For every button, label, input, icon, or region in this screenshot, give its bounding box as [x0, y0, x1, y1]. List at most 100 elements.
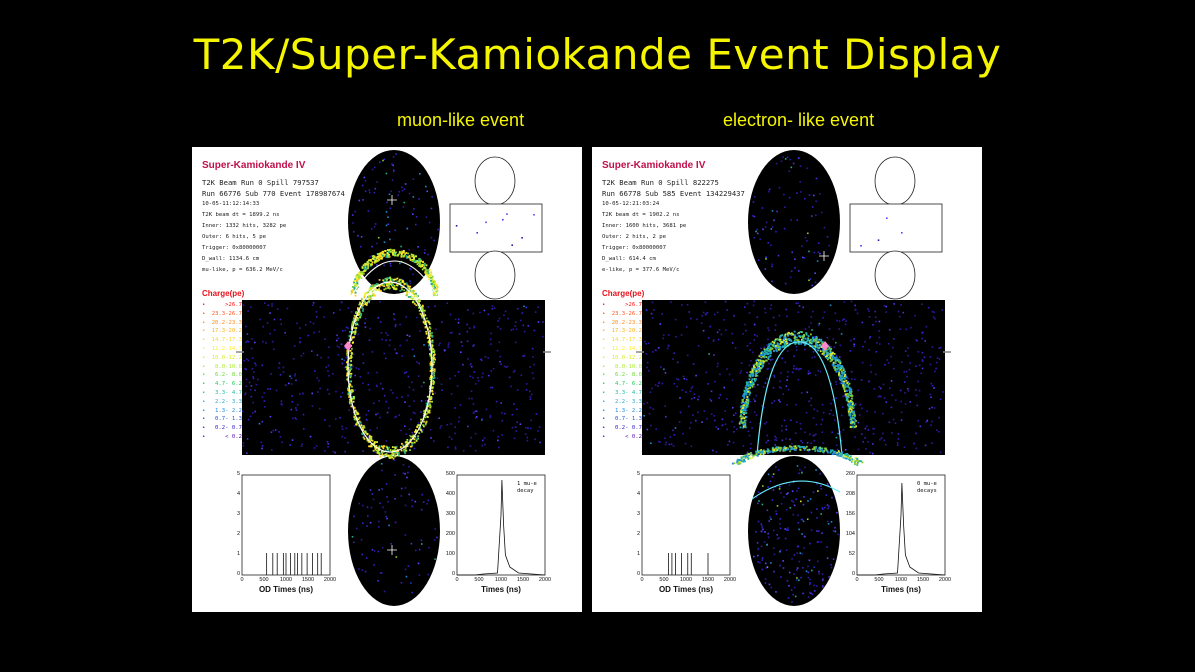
- y-tick-label: 4: [236, 491, 240, 497]
- x-tick-label: 0: [855, 577, 859, 583]
- info-line: Run 66776 Sub 770 Event 178987674: [202, 189, 345, 198]
- hit-times-histogram: [856, 474, 946, 576]
- legend-dot: •: [202, 345, 206, 352]
- legend-row: • < 0.2: [602, 433, 642, 442]
- info-line: Outer: 6 hits, 5 pe: [202, 234, 266, 240]
- x-tick-label: 0: [455, 577, 459, 583]
- legend-row: • 2.2- 3.3: [602, 398, 642, 407]
- legend-dot: •: [602, 363, 606, 370]
- legend-row: • 3.3- 4.7: [202, 389, 242, 398]
- legend-row: • 8.0-10.0: [602, 363, 642, 372]
- barrel-view: [242, 300, 545, 455]
- legend-dot: •: [202, 416, 206, 423]
- y-tick-label: 0: [236, 571, 240, 577]
- electron-event-label: electron- like event: [723, 110, 875, 130]
- top-endcap: [748, 150, 840, 294]
- x-axis-title: OD Times (ns): [658, 585, 714, 594]
- y-tick-label: 1: [236, 551, 240, 557]
- legend-range: 12.2-14.7: [211, 345, 242, 352]
- legend-dot: •: [602, 302, 606, 308]
- panel-title: Super-Kamiokande IV: [202, 160, 306, 171]
- y-tick-label: 500: [445, 471, 455, 477]
- legend-range: 10.0-12.2: [611, 354, 642, 361]
- legend-dot: •: [202, 381, 206, 388]
- x-tick-label: 2000: [538, 577, 552, 583]
- legend-row: • 12.2-14.7: [202, 345, 242, 354]
- legend-range: 0.7- 1.3: [615, 416, 642, 423]
- legend-dot: •: [202, 372, 206, 379]
- barrel-view: [642, 300, 945, 455]
- y-tick-label: 3: [636, 511, 640, 517]
- info-line: Outer: 2 hits, 2 pe: [602, 234, 666, 240]
- y-tick-label: 208: [845, 491, 855, 497]
- legend-row: • 0.7- 1.3: [602, 415, 642, 424]
- event-info: T2K Beam Run 0 Spill 822275 Run 66778 Sub…: [602, 177, 745, 276]
- legend-row: • 1.3- 2.2: [202, 407, 242, 416]
- legend-dot: •: [202, 407, 206, 414]
- legend-dot: •: [602, 433, 606, 440]
- legend-row: • 20.2-23.3: [602, 319, 642, 328]
- x-tick-label: 1000: [494, 577, 508, 583]
- info-line: Run 66778 Sub 585 Event 134229437: [602, 189, 745, 198]
- legend-row: • 0.7- 1.3: [202, 415, 242, 424]
- legend-row: • 4.7- 6.2: [602, 380, 642, 389]
- decay-note-line: 1 mu-e: [517, 481, 537, 487]
- decay-note: 0 mu-e decays: [917, 481, 937, 495]
- legend-row: • >26.7: [602, 301, 642, 310]
- charge-legend: • >26.7 • 23.3-26.7 • 20.2-23.3 • 17.3-20.2 • 14.…: [202, 301, 242, 442]
- legend-range: < 0.2: [225, 433, 242, 440]
- legend-dot: •: [602, 372, 606, 379]
- y-tick-label: 156: [845, 511, 855, 517]
- legend-range: 4.7- 6.2: [615, 381, 642, 388]
- x-tick-label: 1000: [894, 577, 908, 583]
- legend-range: 23.3-26.7: [211, 310, 242, 317]
- legend-dot: •: [602, 328, 606, 335]
- legend-dot: •: [602, 345, 606, 352]
- legend-row: • >26.7: [202, 301, 242, 310]
- info-line: Inner: 1600 hits, 3681 pe: [602, 223, 687, 229]
- x-tick-label: 1500: [301, 577, 315, 583]
- legend-row: • 0.2- 0.7: [602, 424, 642, 433]
- legend-range: 8.0-10.0: [615, 363, 642, 370]
- muon-event-label: muon-like event: [397, 110, 525, 130]
- y-tick-label: 3: [236, 511, 240, 517]
- decay-note: 1 mu-e decay: [517, 481, 537, 495]
- legend-range: 12.2-14.7: [611, 345, 642, 352]
- charge-legend: • >26.7 • 23.3-26.7 • 20.2-23.3 • 17.3-20.2 • 14.…: [602, 301, 642, 442]
- legend-range: 0.2- 0.7: [215, 425, 242, 432]
- event-display-canvas: [236, 150, 551, 606]
- legend-row: • 6.2- 8.0: [602, 371, 642, 380]
- info-line: T2K beam dt = 1899.2 ns: [202, 212, 280, 218]
- x-tick-label: 1000: [279, 577, 293, 583]
- legend-row: • 12.2-14.7: [602, 345, 642, 354]
- info-line: T2K Beam Run 0 Spill 822275: [602, 178, 719, 187]
- legend-dot: •: [202, 328, 206, 335]
- decay-note-line: 0 mu-e: [917, 481, 937, 487]
- legend-row: • < 0.2: [202, 433, 242, 442]
- electron-event-panel: 0 1 2 3 4 5 0 500 1000 1500 2000 OD Times (ns) 0 52 10…: [592, 147, 982, 612]
- legend-range: >26.7: [625, 302, 642, 308]
- y-tick-label: 0: [451, 571, 455, 577]
- legend-range: 8.0-10.0: [215, 363, 242, 370]
- od-times-histogram: [641, 474, 731, 576]
- info-line: 10-05-12:21:03:24: [602, 201, 660, 207]
- legend-range: 3.3- 4.7: [215, 389, 242, 396]
- bottom-endcap: [348, 456, 440, 606]
- decay-note-line: decay: [517, 488, 534, 494]
- legend-range: 10.0-12.2: [211, 354, 242, 361]
- charge-legend-title: Charge(pe): [602, 289, 645, 298]
- y-tick-label: 52: [848, 551, 855, 557]
- legend-range: 17.3-20.2: [611, 328, 642, 335]
- fitted-ring: [347, 281, 433, 453]
- y-tick-label: 2: [236, 531, 240, 537]
- info-line: T2K Beam Run 0 Spill 797537: [202, 178, 319, 187]
- legend-row: • 4.7- 6.2: [202, 380, 242, 389]
- info-line: D_wall: 614.4 cm: [602, 256, 656, 262]
- vertex-marker: [344, 341, 352, 351]
- legend-dot: •: [602, 337, 606, 344]
- legend-dot: •: [202, 319, 206, 326]
- x-tick-label: 500: [474, 577, 484, 583]
- event-info: T2K Beam Run 0 Spill 797537 Run 66776 Sub…: [202, 177, 345, 276]
- y-tick-label: 4: [636, 491, 640, 497]
- y-tick-label: 100: [445, 551, 455, 557]
